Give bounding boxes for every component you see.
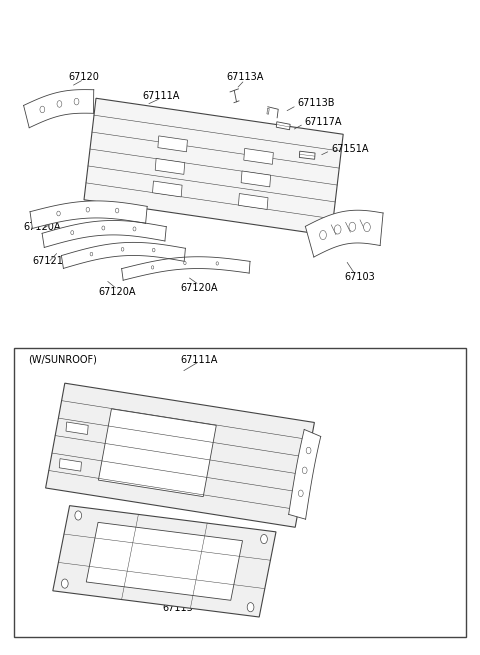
Circle shape [71, 231, 74, 234]
Polygon shape [121, 257, 250, 280]
Circle shape [86, 207, 90, 212]
Circle shape [57, 101, 62, 107]
Circle shape [306, 447, 311, 454]
Polygon shape [241, 171, 271, 187]
Bar [14, 348, 466, 637]
Circle shape [320, 231, 326, 240]
Circle shape [115, 208, 119, 213]
Polygon shape [42, 221, 166, 248]
Circle shape [61, 579, 68, 588]
Polygon shape [153, 181, 182, 197]
Text: 67115: 67115 [162, 603, 193, 613]
Text: 67111A: 67111A [142, 91, 180, 102]
Polygon shape [59, 458, 82, 471]
Polygon shape [267, 108, 269, 114]
Polygon shape [61, 242, 185, 269]
Polygon shape [53, 506, 276, 617]
Circle shape [334, 225, 341, 234]
Text: 67113A: 67113A [226, 72, 264, 83]
Circle shape [57, 211, 60, 216]
Polygon shape [288, 430, 321, 519]
Text: 67113B: 67113B [298, 98, 335, 109]
Text: 67121: 67121 [33, 255, 63, 266]
Text: 67120A: 67120A [99, 287, 136, 297]
Polygon shape [66, 422, 88, 434]
Text: (W/SUNROOF): (W/SUNROOF) [28, 354, 96, 365]
Polygon shape [276, 122, 290, 130]
Text: 67111A: 67111A [180, 354, 218, 365]
Polygon shape [84, 98, 343, 236]
Text: 67103: 67103 [345, 272, 375, 282]
Circle shape [151, 266, 154, 269]
Circle shape [90, 252, 93, 256]
Circle shape [133, 227, 136, 231]
Circle shape [152, 248, 155, 252]
Circle shape [261, 534, 267, 544]
Text: 67120A: 67120A [24, 222, 61, 233]
Text: 67120A: 67120A [180, 282, 218, 293]
Text: 67151A: 67151A [331, 143, 369, 154]
Polygon shape [300, 151, 315, 159]
Polygon shape [30, 201, 147, 229]
Circle shape [184, 261, 186, 265]
Circle shape [247, 603, 254, 612]
Polygon shape [98, 409, 216, 496]
Circle shape [299, 490, 303, 496]
Text: 67117A: 67117A [305, 117, 342, 127]
Circle shape [363, 223, 370, 232]
Polygon shape [158, 136, 187, 152]
Polygon shape [24, 90, 94, 128]
Polygon shape [46, 383, 314, 527]
Text: 67120: 67120 [69, 72, 99, 83]
Circle shape [75, 511, 82, 520]
Circle shape [40, 106, 45, 113]
Circle shape [216, 262, 218, 265]
Polygon shape [239, 193, 268, 210]
Circle shape [74, 98, 79, 105]
Polygon shape [155, 159, 185, 174]
Polygon shape [305, 210, 383, 257]
Polygon shape [244, 149, 273, 164]
Circle shape [349, 222, 356, 231]
Circle shape [102, 226, 105, 230]
Circle shape [302, 467, 307, 474]
Circle shape [121, 248, 124, 251]
Polygon shape [86, 523, 242, 600]
